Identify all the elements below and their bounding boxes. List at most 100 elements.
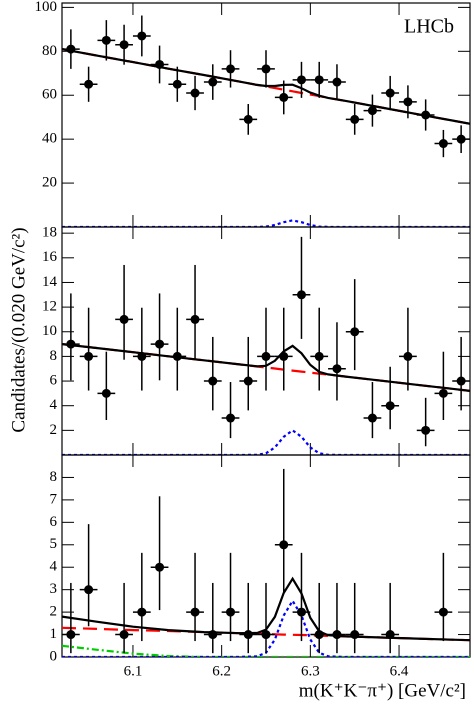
y-tick-label: 20: [42, 175, 57, 191]
x-tick-label: 6.4: [390, 663, 409, 679]
data-point: [243, 630, 253, 640]
data-point: [456, 376, 466, 386]
data-point: [84, 585, 94, 595]
data-point: [332, 364, 342, 374]
x-axis-label: m(K⁺K⁻π⁺) [GeV/c²]: [299, 680, 466, 701]
data-point: [385, 88, 395, 98]
data-point: [421, 425, 431, 435]
data-point: [261, 351, 271, 361]
curves: [62, 576, 470, 657]
data-point: [226, 413, 236, 423]
data-point: [438, 139, 448, 149]
data-point: [314, 351, 324, 361]
data-point: [385, 401, 395, 411]
data-point: [190, 314, 200, 324]
data-point: [456, 134, 466, 144]
y-tick-label: 18: [42, 225, 57, 241]
data-point: [350, 327, 360, 337]
data-point: [208, 376, 218, 386]
y-tick-label: 40: [42, 131, 57, 147]
data-point: [314, 630, 324, 640]
y-tick-label: 14: [42, 274, 58, 290]
data-point: [367, 413, 377, 423]
y-tick-label: 16: [42, 249, 58, 265]
data-point: [421, 110, 431, 120]
data-point: [208, 77, 218, 87]
y-tick-label: 6: [50, 514, 58, 530]
y-tick-label: 7: [50, 491, 58, 507]
y-tick-label: 4: [50, 397, 58, 413]
data-point: [296, 290, 306, 300]
fit-curve: [62, 576, 470, 642]
annotation: LHCb: [404, 16, 454, 38]
y-tick-label: 100: [35, 0, 58, 15]
data-point: [438, 607, 448, 617]
data-point: [350, 114, 360, 124]
data-point: [119, 40, 129, 50]
y-tick-label: 8: [50, 469, 58, 485]
y-tick-label: 8: [50, 348, 58, 364]
data-point: [208, 630, 218, 640]
y-tick-label: 80: [42, 43, 57, 59]
data-point: [84, 79, 94, 89]
data-point: [190, 88, 200, 98]
data-point: [66, 44, 76, 54]
data-point: [279, 351, 289, 361]
data-point: [66, 339, 76, 349]
data-point: [296, 75, 306, 85]
fit-curve: [62, 48, 470, 125]
data-point: [367, 106, 377, 116]
y-tick-label: 5: [50, 536, 58, 552]
data-point: [403, 97, 413, 107]
fit-curve: [62, 219, 470, 227]
data-point: [137, 31, 147, 41]
data-point: [119, 314, 129, 324]
data-point: [385, 630, 395, 640]
data-point: [226, 64, 236, 74]
y-tick-label: 60: [42, 87, 57, 103]
data-point: [101, 35, 111, 45]
data-point: [243, 114, 253, 124]
data-point: [119, 630, 129, 640]
y-tick-label: 2: [50, 604, 58, 620]
y-tick-label: 3: [50, 581, 58, 597]
curves: [62, 48, 470, 227]
y-tick-label: 12: [42, 299, 57, 315]
data-point: [403, 351, 413, 361]
y-tick-label: 0: [50, 648, 58, 664]
fit-curve: [62, 429, 470, 455]
y-tick-label: 1: [50, 626, 58, 642]
data-point: [66, 630, 76, 640]
data-point: [84, 351, 94, 361]
y-tick-label: 6: [50, 372, 58, 388]
data-point: [261, 630, 271, 640]
y-axis-label: Candidates/(0.020 GeV/c²): [8, 227, 29, 432]
data-point: [279, 540, 289, 550]
x-tick-label: 6.2: [212, 663, 231, 679]
y-tick-label: 2: [50, 422, 58, 438]
data-point: [137, 607, 147, 617]
y-tick-label: 4: [50, 559, 58, 575]
x-tick-label: 6.1: [124, 663, 143, 679]
data-point: [438, 388, 448, 398]
x-tick-label: 6.3: [301, 663, 320, 679]
data-point: [155, 339, 165, 349]
data-point: [101, 388, 111, 398]
data-point: [261, 64, 271, 74]
y-tick-label: 10: [42, 323, 57, 339]
data-point: [155, 59, 165, 69]
data-point: [332, 77, 342, 87]
plot-frame: [61, 454, 471, 658]
data-point: [314, 75, 324, 85]
data-point: [332, 630, 342, 640]
data-point: [172, 79, 182, 89]
data-point: [190, 607, 200, 617]
data-point: [172, 351, 182, 361]
data-point: [243, 376, 253, 386]
data-point: [226, 607, 236, 617]
fit-curve: [62, 598, 470, 657]
data-point: [350, 630, 360, 640]
data-point: [296, 607, 306, 617]
data-point: [155, 562, 165, 572]
